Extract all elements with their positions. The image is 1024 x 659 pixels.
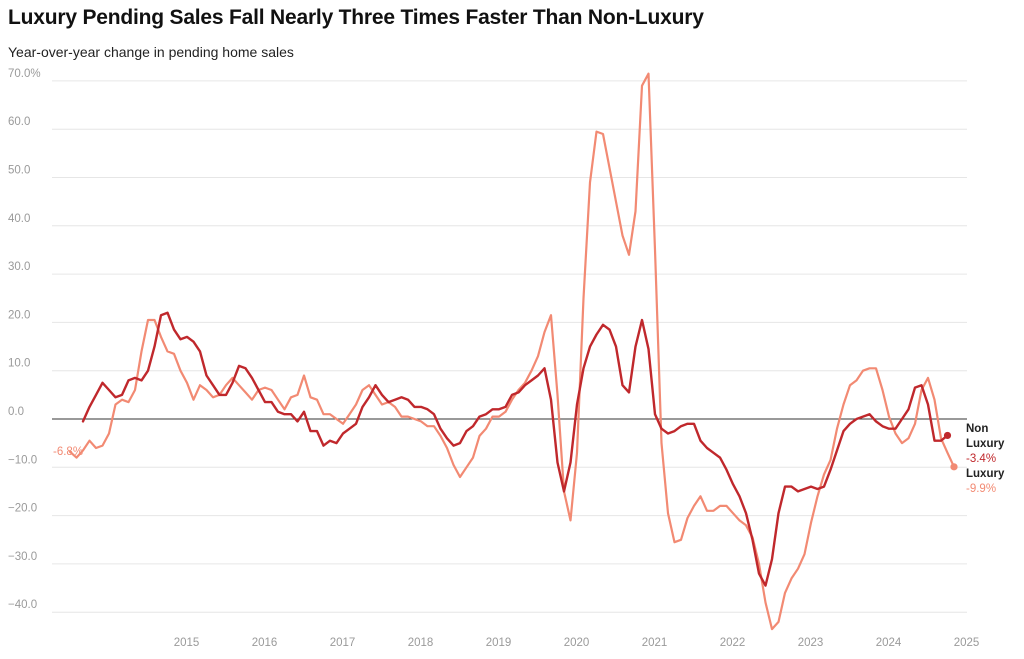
series-line-non-luxury — [81, 311, 949, 587]
x-tick-label: 2020 — [564, 637, 590, 649]
x-tick-label: 2017 — [330, 637, 356, 649]
x-tick-label: 2018 — [408, 637, 434, 649]
x-tick-label: 2019 — [486, 637, 512, 649]
series-name-non-luxury: Non — [966, 423, 988, 435]
y-tick-label: 20.0 — [8, 309, 30, 321]
end-value-non-luxury: -3.4% — [966, 453, 996, 465]
x-tick-label: 2021 — [642, 637, 668, 649]
line-labels: -6.8% Non Luxury -3.4% Luxury -9.9% — [53, 423, 1005, 495]
series-name-luxury: Luxury — [966, 468, 1005, 480]
end-point-luxury — [950, 463, 958, 471]
y-axis-ticks: 70.0% 60.0 50.0 40.0 30.0 20.0 10.0 0.0 −10.0 −20… — [8, 68, 41, 611]
y-tick-label: −20.0 — [8, 503, 37, 515]
end-value-luxury: -9.9% — [966, 483, 996, 495]
y-tick-label: −30.0 — [8, 551, 37, 563]
series-name-non-luxury: Luxury — [966, 438, 1005, 450]
y-tick-label: 70.0% — [8, 68, 41, 80]
x-tick-label: 2016 — [252, 637, 278, 649]
x-tick-label: 2023 — [798, 637, 824, 649]
y-tick-label: 60.0 — [8, 116, 30, 128]
x-axis-ticks: 2015 2016 2017 2018 2019 2020 2021 2022 2023 2024… — [174, 637, 980, 649]
y-tick-label: 10.0 — [8, 358, 30, 370]
y-tick-label: 50.0 — [8, 165, 30, 177]
chart-title: Luxury Pending Sales Fall Nearly Three T… — [8, 6, 704, 29]
start-value-label: -6.8% — [53, 446, 83, 458]
series-line-luxury — [68, 72, 956, 631]
series-lines — [68, 72, 958, 631]
grid-lines — [52, 80, 967, 613]
end-point-non-luxury — [943, 431, 952, 440]
x-tick-label: 2022 — [720, 637, 746, 649]
y-tick-label: −40.0 — [8, 599, 37, 611]
x-tick-label: 2015 — [174, 637, 200, 649]
x-tick-label: 2024 — [876, 637, 902, 649]
chart-subtitle: Year-over-year change in pending home sa… — [8, 44, 294, 60]
y-tick-label: 40.0 — [8, 213, 30, 225]
x-tick-label: 2025 — [954, 637, 980, 649]
y-tick-label: 0.0 — [8, 406, 24, 418]
y-tick-label: −10.0 — [8, 454, 37, 466]
y-tick-label: 30.0 — [8, 261, 30, 273]
